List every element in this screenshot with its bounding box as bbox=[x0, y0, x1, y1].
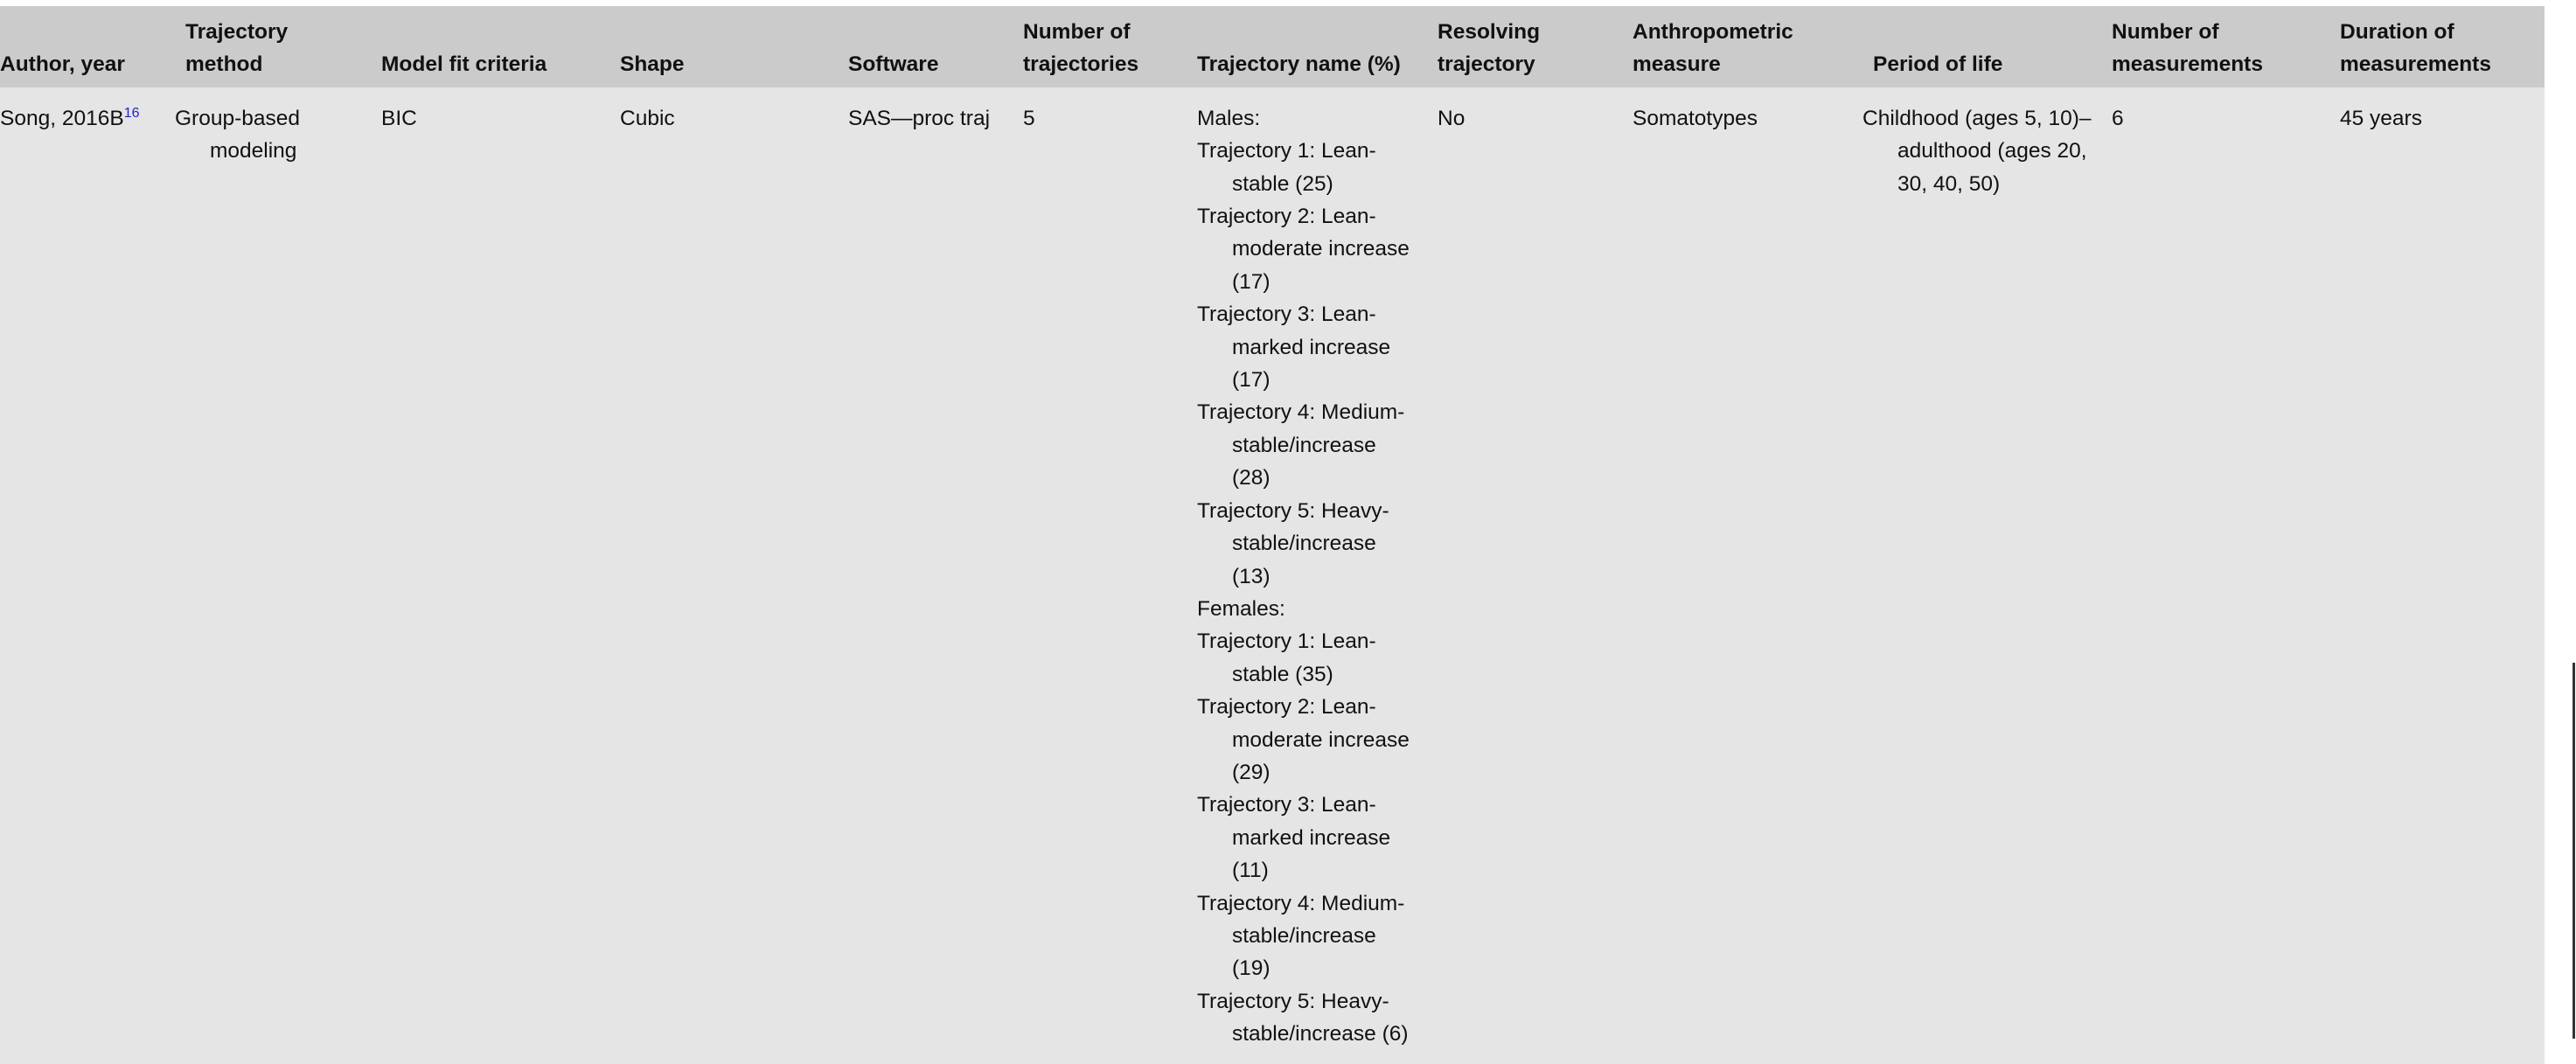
trajectory-name-item: Trajectory 4: Medium-stable/increase (19… bbox=[1197, 891, 1405, 981]
header-shape: Shape bbox=[609, 6, 838, 87]
reference-link[interactable]: 16 bbox=[123, 105, 140, 121]
header-author: Author, year bbox=[0, 6, 175, 87]
cell-duration: 45 years bbox=[2329, 87, 2545, 1064]
trajectory-name-item: Trajectory 5: Heavy-stable/increase (13) bbox=[1197, 498, 1389, 588]
header-num-trajectories: Number of trajectories bbox=[1013, 6, 1187, 87]
header-software: Software bbox=[838, 6, 1013, 87]
trajectory-name-item: Females: bbox=[1197, 596, 1285, 621]
cell-period: Childhood (ages 5, 10)–adulthood (ages 2… bbox=[1862, 87, 2101, 1064]
table-row: Song, 2016B16 Group-based modeling BIC C… bbox=[0, 87, 2545, 1064]
header-measure: Anthropometric measure bbox=[1622, 6, 1862, 87]
header-duration: Duration of measurements bbox=[2329, 6, 2545, 87]
header-period: Period of life bbox=[1862, 6, 2101, 87]
cell-trajectory-names: Males: Trajectory 1: Lean-stable (25) Traj… bbox=[1187, 87, 1427, 1064]
trajectory-table: Author, year Trajectory method Model fit… bbox=[0, 6, 2545, 1064]
cell-shape: Cubic bbox=[609, 87, 838, 1064]
trajectory-name-item: Males: bbox=[1197, 106, 1261, 130]
header-num-measurements: Number of measurements bbox=[2101, 6, 2329, 87]
author-text: Song, 2016B bbox=[0, 106, 124, 130]
trajectory-name-item: Trajectory 3: Lean-marked increase (17) bbox=[1197, 303, 1391, 393]
cell-measure: Somatotypes bbox=[1622, 87, 1862, 1064]
cell-resolving: No bbox=[1427, 87, 1622, 1064]
scrollbar-edge bbox=[2573, 663, 2575, 1039]
header-method: Trajectory method bbox=[175, 6, 371, 87]
cell-author: Song, 2016B16 bbox=[0, 87, 175, 1064]
trajectory-name-item: Trajectory 5: Heavy-stable/increase (6) bbox=[1197, 989, 1409, 1047]
cell-software: SAS—proc traj bbox=[838, 87, 1013, 1064]
cell-num-measurements: 6 bbox=[2101, 87, 2329, 1064]
cell-num-trajectories: 5 bbox=[1013, 87, 1187, 1064]
cell-fit: BIC bbox=[371, 87, 609, 1064]
trajectory-name-item: Trajectory 1: Lean-stable (35) bbox=[1197, 629, 1376, 686]
cell-method: Group-based modeling bbox=[175, 87, 371, 1064]
header-row: Author, year Trajectory method Model fit… bbox=[0, 6, 2545, 87]
trajectory-name-item: Trajectory 3: Lean-marked increase (11) bbox=[1197, 793, 1391, 883]
header-trajectory-name: Trajectory name (%) bbox=[1187, 6, 1427, 87]
header-fit: Model fit criteria bbox=[371, 6, 609, 87]
trajectory-name-item: Trajectory 4: Medium-stable/increase (28… bbox=[1197, 400, 1405, 490]
trajectory-table-container: Author, year Trajectory method Model fit… bbox=[0, 6, 2545, 1064]
trajectory-name-item: Trajectory 1: Lean-stable (25) bbox=[1197, 139, 1376, 196]
header-resolving: Resolving trajectory bbox=[1427, 6, 1622, 87]
trajectory-name-item: Trajectory 2: Lean-moderate increase (17… bbox=[1197, 205, 1410, 294]
trajectory-name-item: Trajectory 2: Lean-moderate increase (29… bbox=[1197, 695, 1410, 784]
